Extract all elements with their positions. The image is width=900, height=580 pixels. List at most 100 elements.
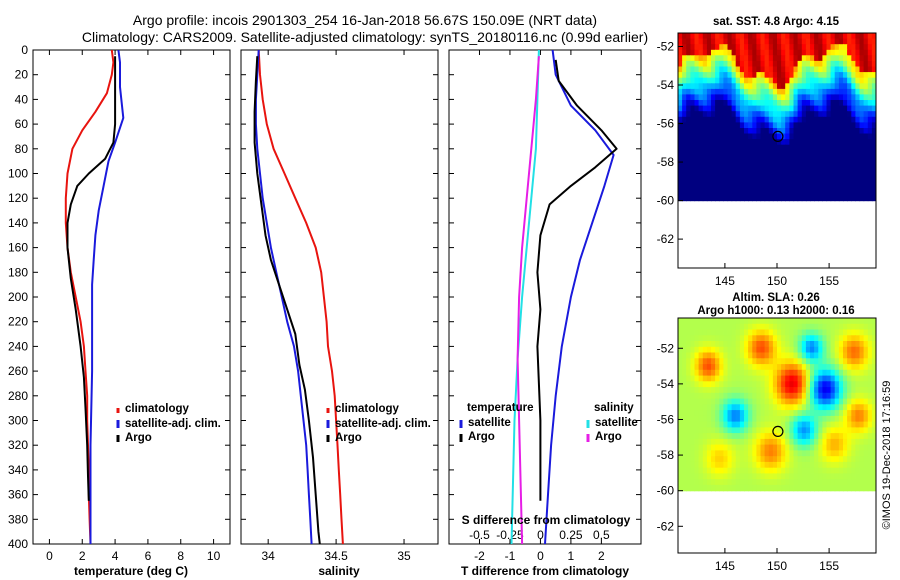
map-cell (735, 116, 741, 123)
map-cell (735, 398, 741, 405)
map-cell (727, 128, 733, 135)
map-cell (789, 144, 795, 151)
map-cell (867, 33, 873, 40)
map-cell (805, 66, 811, 73)
map-cell (739, 33, 745, 40)
map-cell (789, 100, 795, 107)
map-cell (818, 60, 823, 68)
map-cell (686, 167, 691, 174)
map-cell (690, 369, 696, 377)
map-cell (760, 364, 766, 371)
map-cell (785, 467, 790, 475)
map-cell (830, 358, 836, 365)
map-cell (801, 144, 807, 151)
map-cell (690, 335, 696, 342)
map-cell (715, 369, 720, 377)
map-cell (764, 415, 770, 423)
map-cell (760, 183, 766, 190)
map-cell (772, 105, 778, 112)
map-cell (744, 358, 749, 365)
map-cell (772, 352, 778, 359)
map-cell (781, 364, 786, 371)
legend-temp-satellite: satellite (468, 417, 511, 429)
map-cell (739, 318, 745, 325)
map-cell (744, 387, 749, 394)
map-cell (702, 387, 708, 394)
map-cell (834, 329, 840, 336)
map-cell (851, 55, 856, 62)
map-cell (706, 467, 712, 475)
map-cell (748, 323, 753, 331)
map-cell (694, 398, 700, 405)
map-cell (735, 461, 741, 469)
map-cell (748, 358, 753, 365)
map-cell (810, 55, 815, 62)
map-cell (756, 183, 762, 190)
map-cell (768, 358, 774, 365)
map-cell (847, 358, 852, 365)
map-cell (781, 195, 786, 202)
map-cell (768, 66, 774, 73)
map-cell (731, 66, 737, 73)
map-cell (789, 116, 795, 123)
map-cell (686, 128, 691, 135)
map-cell (764, 427, 770, 434)
map-cell (830, 111, 836, 118)
map-cell (752, 456, 757, 463)
map-cell (814, 111, 819, 118)
depth-tick-label: 100 (8, 167, 28, 181)
map-cell (752, 55, 757, 62)
map-cell (855, 195, 861, 202)
map-cell (863, 433, 869, 440)
map-cell (739, 392, 745, 400)
map-cell (855, 358, 861, 365)
map-cell (768, 450, 774, 457)
map-cell (719, 427, 724, 434)
map-cell (838, 381, 844, 388)
map-cell (723, 329, 729, 336)
map-cell (711, 398, 716, 405)
map-cell (843, 341, 848, 348)
map-cell (805, 38, 811, 45)
map-cell (690, 116, 696, 123)
map-cell (789, 375, 795, 382)
map-cell (711, 161, 716, 168)
map-cell (694, 139, 700, 146)
map-cell (744, 450, 749, 457)
map-cell (764, 195, 770, 202)
map-cell (826, 467, 832, 475)
map-cell (863, 427, 869, 434)
x2-tick-label: 0 (537, 528, 544, 542)
map-cell (871, 467, 876, 475)
map-cell (847, 329, 852, 336)
map-cell (805, 111, 811, 118)
map-cell (756, 195, 762, 202)
map-cell (793, 77, 799, 84)
map-cell (748, 398, 753, 405)
map-cell (694, 410, 700, 417)
map-cell (797, 364, 803, 371)
map-cell (768, 427, 774, 434)
map-cell (826, 438, 832, 446)
map-cell (678, 105, 683, 112)
map-cell (777, 55, 782, 62)
map-cell (781, 404, 786, 411)
map-cell (801, 189, 807, 196)
map-cell (830, 484, 836, 492)
map-cell (690, 456, 696, 463)
map-y-tick-label: -62 (657, 519, 675, 533)
map-cell (686, 484, 691, 492)
map-cell (855, 456, 861, 463)
map-cell (744, 364, 749, 371)
map-cell (752, 72, 757, 79)
map-cell (838, 49, 844, 56)
map-cell (859, 381, 865, 388)
map-cell (706, 387, 712, 394)
map-cell (859, 139, 865, 146)
depth-tick-label: 120 (8, 191, 28, 205)
map-cell (768, 364, 774, 371)
map-cell (711, 33, 716, 40)
map-cell (843, 329, 848, 336)
map-cell (694, 33, 700, 40)
map-cell (682, 352, 687, 359)
